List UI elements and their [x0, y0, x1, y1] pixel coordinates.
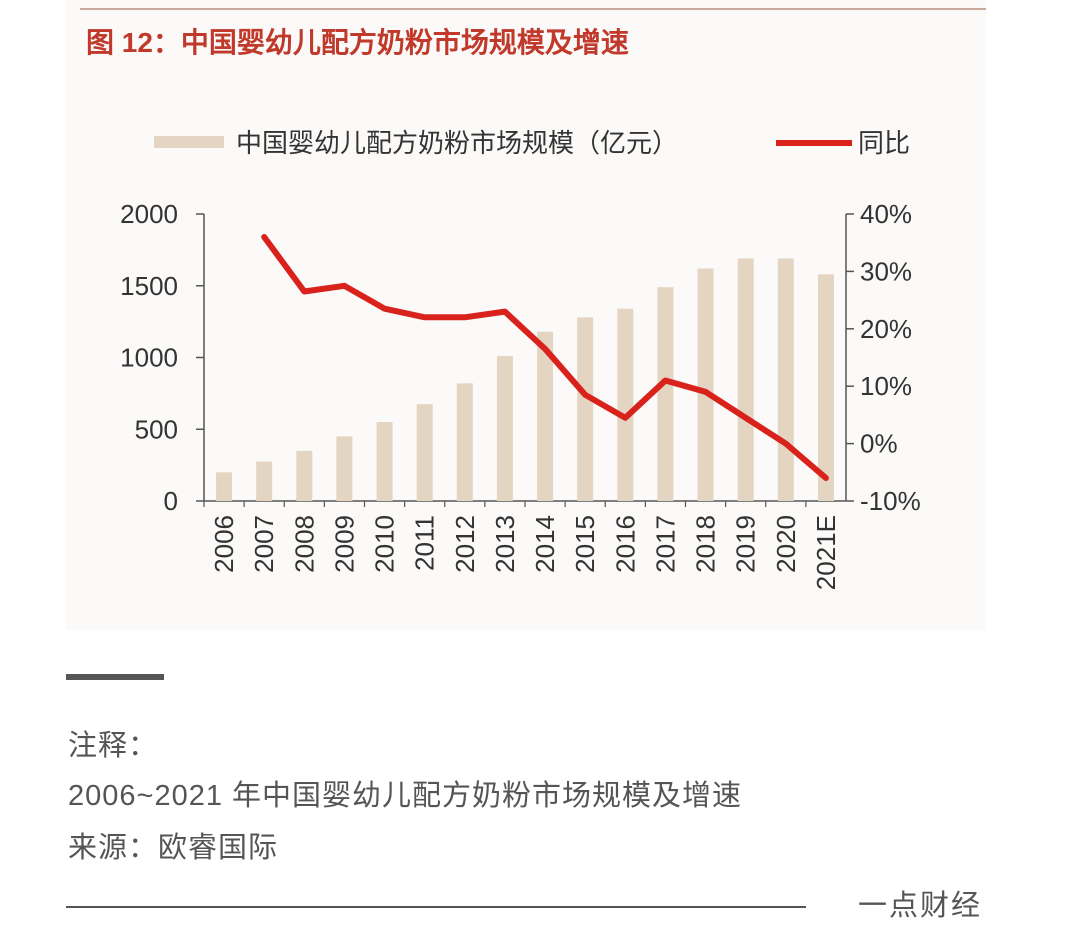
chart-figure: 图 12：中国婴幼儿配方奶粉市场规模及增速中国婴幼儿配方奶粉市场规模（亿元） 同比…: [66, 0, 986, 630]
brand-name: 一点财经: [858, 890, 983, 922]
footer-divider: [66, 906, 806, 908]
y-right-tick-label: 10%: [860, 371, 912, 401]
bar-2009: [336, 436, 353, 501]
bar-2010: [376, 422, 393, 501]
bar-2020: [777, 258, 794, 501]
caption-note-label: 注释：: [68, 730, 159, 762]
x-tick-label-2014: 2014: [530, 515, 560, 573]
x-tick-label-2021E: 2021E: [811, 515, 841, 590]
x-tick-label-2013: 2013: [490, 515, 520, 573]
y-left-tick-label: 500: [135, 414, 178, 444]
x-tick-label-2006: 2006: [209, 515, 239, 573]
y-left-tick-label: 2000: [120, 199, 178, 229]
legend-bar-swatch: [154, 136, 224, 148]
bar-2006: [216, 472, 233, 501]
x-tick-label-2007: 2007: [249, 515, 279, 573]
y-right-tick-label: 20%: [860, 314, 912, 344]
bar-2019: [737, 258, 754, 501]
growth-line: [261, 234, 829, 481]
x-tick-label-2020: 2020: [771, 515, 801, 573]
x-tick-label-2011: 2011: [410, 515, 440, 571]
y-right-tick-label: -10%: [860, 486, 921, 516]
x-tick-label-2010: 2010: [370, 515, 400, 573]
x-tick-label-2018: 2018: [691, 515, 721, 573]
bar-2007: [256, 461, 273, 501]
x-tick-label-2017: 2017: [650, 515, 680, 573]
bar-2011: [416, 404, 433, 501]
y-left-tick-label: 1000: [120, 343, 178, 373]
bar-2015: [577, 317, 594, 501]
y-right-tick-label: 40%: [860, 199, 912, 229]
bar-2017: [657, 287, 674, 501]
caption-divider: [66, 674, 164, 680]
y-left-tick-label: 0: [164, 486, 178, 516]
bar-2012: [456, 383, 473, 501]
caption-source: 来源：欧睿国际: [68, 832, 279, 864]
chart-title: 图 12：中国婴幼儿配方奶粉市场规模及增速: [86, 26, 629, 58]
y-right-tick-label: 0%: [860, 429, 898, 459]
bar-2016: [617, 308, 634, 501]
bar-2008: [296, 450, 313, 501]
x-tick-label-2016: 2016: [610, 515, 640, 573]
legend-line-label: 同比: [858, 128, 910, 158]
x-tick-label-2008: 2008: [289, 515, 319, 573]
x-tick-label-2019: 2019: [731, 515, 761, 573]
caption-description: 2006~2021 年中国婴幼儿配方奶粉市场规模及增速: [68, 780, 743, 812]
y-right-tick-label: 30%: [860, 256, 912, 286]
x-tick-label-2009: 2009: [329, 515, 359, 573]
bar-2013: [496, 356, 513, 501]
legend-bar-label: 中国婴幼儿配方奶粉市场规模（亿元）: [236, 128, 678, 158]
x-tick-label-2015: 2015: [570, 515, 600, 573]
y-left-tick-label: 1500: [120, 271, 178, 301]
bar-2021E: [817, 274, 834, 501]
bar-2014: [537, 331, 554, 501]
x-tick-label-2012: 2012: [450, 515, 480, 573]
bar-2018: [697, 268, 714, 501]
